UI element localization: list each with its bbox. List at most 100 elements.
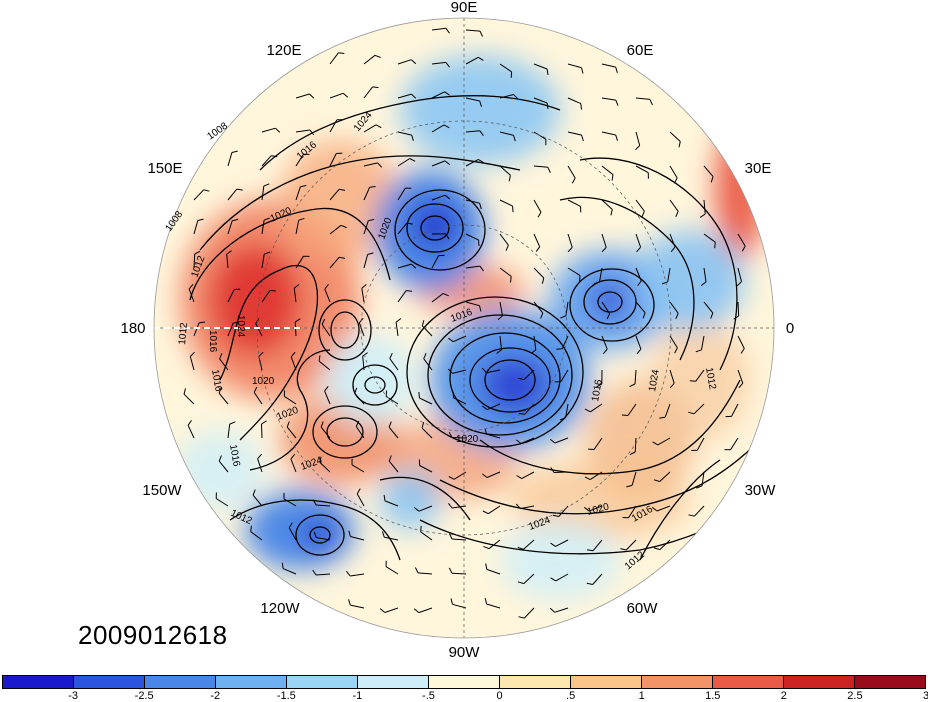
lon-label-30w: 30W — [745, 482, 777, 499]
wind-barb — [669, 369, 675, 384]
wind-barb — [524, 403, 535, 415]
wind-barb — [363, 220, 369, 235]
wind-barb — [565, 403, 569, 418]
wind-barb-flag — [636, 246, 641, 253]
wind-barb — [397, 131, 412, 136]
wind-barb-flag — [552, 514, 559, 517]
wind-barb-flag — [286, 421, 290, 428]
colorbar-tick-label: -1.5 — [276, 690, 296, 702]
wind-barb-flag — [450, 598, 453, 605]
wind-barb — [499, 199, 513, 207]
wind-barb-flag — [421, 320, 425, 327]
wind-barb — [631, 471, 637, 486]
lon-label-180: 180 — [120, 320, 145, 337]
wind-barb-flag — [584, 408, 591, 413]
wind-barb — [696, 437, 705, 451]
wind-barb — [218, 392, 229, 405]
wind-barb — [601, 165, 614, 176]
wind-barb-flag — [189, 351, 195, 357]
wind-barb-flag — [342, 92, 349, 98]
wind-barb-flag — [674, 347, 678, 354]
wind-barb — [431, 27, 446, 31]
wind-barb — [318, 360, 331, 371]
wind-barb-flag — [448, 476, 455, 480]
wind-barb — [219, 358, 229, 371]
wind-barb — [187, 425, 195, 439]
colorbar-tick-label: .5 — [566, 690, 576, 702]
wind-barb — [227, 188, 238, 201]
wind-barb — [499, 63, 512, 73]
wind-barb — [693, 403, 705, 415]
wind-barb-flag — [271, 155, 278, 158]
wind-barb — [520, 437, 535, 444]
wind-barb — [419, 397, 433, 405]
wind-barb-flag — [547, 167, 551, 174]
wind-barb-flag — [556, 348, 563, 350]
wind-barb-flag — [348, 530, 351, 537]
wind-barb — [350, 573, 365, 577]
wind-barb — [397, 93, 412, 99]
date-label: 2009012618 — [78, 620, 228, 650]
wind-barb-flag — [479, 305, 482, 312]
wind-barb-flag — [700, 281, 707, 286]
wind-barb — [218, 460, 229, 473]
wind-barb-flag — [418, 391, 420, 399]
wind-barb — [431, 160, 446, 167]
wind-barb — [418, 607, 433, 614]
wind-barb — [499, 335, 502, 350]
wind-barb — [282, 568, 297, 575]
wind-barb — [667, 267, 671, 282]
wind-barb — [601, 335, 608, 350]
wind-barb-flag — [540, 312, 544, 319]
wind-barb — [431, 194, 446, 201]
wind-barb — [384, 536, 399, 541]
wind-barb — [669, 335, 678, 349]
wind-barb-flag — [478, 56, 484, 61]
colorbar-cell — [713, 676, 784, 688]
wind-barb — [451, 572, 467, 575]
wind-barb-flag — [339, 256, 346, 259]
wind-barb-flag — [381, 531, 385, 538]
wind-barb — [286, 426, 297, 439]
wind-barb — [567, 199, 581, 207]
wind-barb-flag — [696, 485, 703, 489]
wind-barb — [561, 335, 569, 350]
map-boundary — [153, 17, 775, 639]
wind-barb-flag — [255, 318, 260, 324]
wind-barb — [431, 293, 444, 303]
wind-barb — [488, 539, 501, 550]
wind-barb-flag — [560, 315, 567, 319]
wind-barb-flag — [673, 177, 678, 184]
wind-barb — [499, 165, 511, 176]
wind-barb-flag — [369, 186, 376, 188]
wind-barb — [431, 255, 440, 269]
wind-barb-flag — [651, 506, 658, 512]
colorbar-tick-label: -2 — [210, 690, 221, 702]
wind-barb-flag — [652, 441, 659, 446]
wind-barb-flag — [513, 94, 519, 100]
wind-barb-flag — [699, 213, 706, 218]
wind-barb-flag — [388, 455, 392, 462]
wind-barb-flag — [518, 616, 525, 619]
wind-barb — [625, 539, 637, 551]
wind-barb-flag — [445, 233, 450, 240]
colorbar-tick-label: 2 — [780, 690, 787, 702]
wind-barb — [486, 603, 501, 609]
wind-barb — [737, 335, 745, 349]
wind-barb-flag — [410, 59, 417, 65]
wind-barb — [635, 97, 650, 100]
wind-barb-flag — [406, 222, 413, 225]
wind-barb — [420, 531, 433, 541]
wind-barb — [635, 199, 645, 212]
wind-barb — [659, 471, 671, 482]
wind-barb-flag — [530, 349, 537, 354]
wind-barb-flag — [508, 175, 511, 182]
wind-barb — [389, 358, 399, 371]
wind-barb-flag — [218, 455, 222, 462]
wind-barb — [523, 369, 535, 381]
wind-barb-flag — [596, 383, 603, 388]
isobar-label: 1016 — [590, 378, 605, 402]
wind-barb — [533, 63, 548, 70]
colorbar-cell — [642, 676, 713, 688]
wind-barb-flag — [377, 162, 383, 168]
